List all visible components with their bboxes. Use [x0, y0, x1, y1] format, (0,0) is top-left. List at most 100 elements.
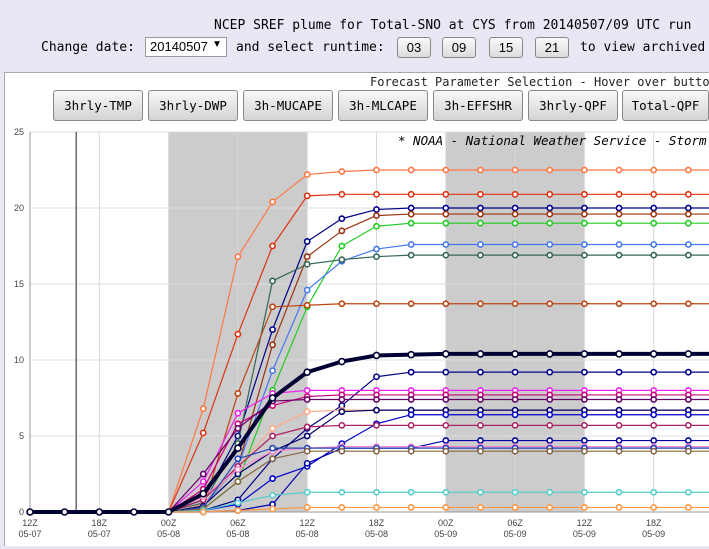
param-button-3hrly-qpf[interactable]: 3hrly-QPF [528, 90, 618, 121]
member-series-6-point [650, 251, 658, 259]
member-series-7-point [373, 300, 380, 308]
member-series-10-line [30, 394, 709, 513]
member-series-6-point [581, 251, 588, 259]
runtime-button-21[interactable]: 21 [535, 37, 569, 58]
member-series-1-point [546, 190, 554, 198]
member-series-15-point [373, 421, 380, 429]
member-series-9-point [303, 386, 311, 394]
member-series-1-point [338, 190, 346, 198]
member-series-0-point [615, 166, 623, 174]
runtime-button-09[interactable]: 09 [442, 37, 476, 58]
member-series-4-point [338, 242, 346, 250]
member-series-19-line [30, 450, 709, 513]
param-button-3h-effshr[interactable]: 3h-EFFSHR [433, 90, 523, 121]
member-series-21-point [234, 507, 242, 514]
member-series-13-point [338, 408, 346, 416]
mean-series-point [545, 350, 554, 358]
x-tick-label: 00Z [161, 518, 177, 528]
member-series-8-point [407, 368, 415, 376]
member-series-15-point [303, 423, 311, 431]
member-series-14-point [684, 411, 692, 419]
runtime-button-15[interactable]: 15 [489, 37, 523, 58]
member-series-5-point [477, 241, 484, 248]
member-series-7-point [442, 300, 450, 308]
runtime-button-03[interactable]: 03 [397, 37, 431, 58]
member-series-0-point [581, 166, 588, 174]
param-button-3hrly-dwp[interactable]: 3hrly-DWP [148, 90, 238, 121]
member-series-19-point [303, 447, 311, 455]
member-series-0-point [511, 166, 519, 174]
member-series-1-point [650, 190, 658, 198]
member-series-21-point [581, 504, 588, 511]
member-series-16-point [442, 437, 450, 444]
x-tick-label: 05-08 [365, 529, 388, 539]
member-series-14-point [477, 411, 484, 419]
member-series-8-point [442, 368, 450, 376]
member-series-8-point [684, 368, 692, 376]
param-button-3h-mucape[interactable]: 3h-MUCAPE [243, 90, 333, 121]
member-series-14-point [511, 411, 519, 419]
member-series-8-point [615, 368, 623, 376]
member-series-2-point [303, 238, 311, 245]
member-series-15-point [511, 421, 519, 429]
mean-series-point [649, 350, 658, 358]
member-series-5-point [546, 241, 554, 248]
mean-series-point [338, 357, 346, 366]
mean-series-point [372, 351, 381, 360]
member-series-16-point [303, 459, 311, 467]
member-series-7-point [407, 300, 415, 308]
member-series-6-point [303, 260, 311, 268]
member-series-21-point [373, 504, 380, 511]
member-series-2-point [477, 204, 484, 212]
x-tick-label: 05-08 [226, 529, 249, 539]
member-series-21-point [199, 508, 207, 516]
member-series-6-point [442, 251, 450, 259]
y-tick-label: 15 [14, 279, 24, 289]
mean-series-point [407, 350, 415, 359]
chevron-down-icon: ▼ [212, 39, 222, 50]
member-series-15-point [650, 421, 658, 429]
param-button-3hrly-tmp[interactable]: 3hrly-TMP [53, 90, 143, 121]
param-button-total-qpf[interactable]: Total-QPF [622, 90, 709, 121]
member-series-4-point [407, 219, 415, 227]
member-series-5-point [373, 245, 380, 253]
member-series-11-point [650, 396, 658, 403]
member-series-3-point [269, 341, 276, 349]
member-series-21-point [442, 504, 450, 511]
member-series-20-point [234, 499, 242, 507]
mean-series-point [441, 350, 450, 358]
member-series-11-point [511, 396, 519, 403]
member-series-5-point [511, 241, 519, 248]
member-series-8-point [477, 368, 484, 376]
x-tick-label: 05-09 [642, 529, 665, 539]
member-series-12-point [269, 424, 276, 432]
member-series-6-point [269, 277, 276, 285]
member-series-19-point [511, 447, 519, 455]
date-select[interactable]: 20140507 ▼ [145, 37, 227, 57]
param-button-3h-mlcape[interactable]: 3h-MLCAPE [338, 90, 428, 121]
member-series-20-point [373, 488, 380, 496]
x-tick-label: 12Z [577, 518, 593, 528]
member-series-19-point [477, 447, 484, 455]
member-series-7-point [511, 300, 519, 308]
member-series-18-point [269, 444, 276, 452]
member-series-3-point [303, 253, 311, 261]
member-series-21-point [338, 504, 346, 511]
member-series-3-point [581, 210, 588, 218]
member-series-8-point [511, 368, 519, 376]
member-series-15-point [581, 421, 588, 429]
member-series-20-point [303, 488, 311, 496]
member-series-1-point [303, 192, 311, 200]
member-series-15-line [30, 424, 709, 513]
member-series-11-point [684, 396, 692, 403]
member-series-0-point [442, 166, 450, 174]
panel-heading: Forecast Parameter Selection - Hover ove… [370, 75, 709, 89]
member-series-6-point [615, 251, 623, 259]
x-tick-label: 05-08 [296, 529, 319, 539]
member-series-21-point [615, 504, 623, 511]
member-series-19-point [650, 447, 658, 455]
member-series-1-point [615, 190, 623, 198]
header-bar: NCEP SREF plume for Total-SNO at CYS fro… [0, 0, 709, 70]
member-series-4-point [442, 219, 450, 227]
member-series-5-point [581, 241, 588, 248]
